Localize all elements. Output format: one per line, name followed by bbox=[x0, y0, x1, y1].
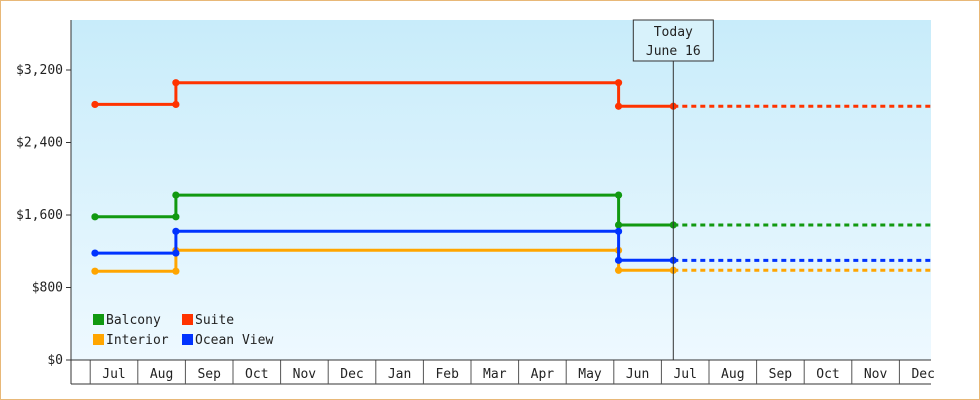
y-tick-label: $0 bbox=[47, 353, 63, 368]
x-tick-label: Aug bbox=[150, 367, 173, 382]
legend-swatch-1 bbox=[182, 314, 193, 325]
x-tick-label: Nov bbox=[293, 367, 317, 382]
today-label-line1: Today bbox=[654, 25, 693, 40]
x-tick-label: May bbox=[578, 367, 602, 382]
x-tick-label: Jul bbox=[673, 367, 696, 382]
series-point-1 bbox=[614, 79, 623, 87]
series-line-1 bbox=[95, 81, 674, 108]
series-point-0 bbox=[172, 213, 180, 221]
x-tick-label: Apr bbox=[531, 367, 555, 382]
series-point-2 bbox=[614, 266, 623, 274]
series-point-2 bbox=[91, 267, 99, 275]
series-line-3 bbox=[95, 229, 674, 262]
x-tick-label: Mar bbox=[483, 367, 507, 382]
x-tick-label: Nov bbox=[864, 367, 888, 382]
y-tick-label: $3,200 bbox=[16, 63, 63, 78]
x-tick-label: Aug bbox=[721, 367, 744, 382]
series-point-0 bbox=[614, 221, 623, 229]
series-point-3 bbox=[614, 256, 623, 264]
legend-swatch-3 bbox=[182, 334, 193, 345]
x-tick-label: Sep bbox=[769, 367, 793, 382]
series-point-2 bbox=[172, 267, 180, 275]
today-label-line2: June 16 bbox=[646, 44, 701, 59]
y-tick-label: $2,400 bbox=[16, 136, 63, 151]
legend-swatch-2 bbox=[93, 334, 104, 345]
series-line-2 bbox=[95, 248, 674, 273]
x-tick-label: Jul bbox=[102, 367, 125, 382]
series-point-1 bbox=[614, 102, 623, 110]
series-point-0 bbox=[614, 191, 623, 199]
series-point-3 bbox=[172, 227, 180, 235]
legend-swatch-0 bbox=[93, 314, 104, 325]
legend-label-3: Ocean View bbox=[195, 333, 273, 348]
x-tick-label: Dec bbox=[340, 367, 363, 382]
series-point-1 bbox=[172, 100, 180, 109]
x-tick-label: Jan bbox=[388, 367, 411, 382]
series-point-1 bbox=[172, 79, 180, 87]
y-tick-label: $800 bbox=[32, 281, 63, 296]
y-tick-label: $1,600 bbox=[16, 208, 63, 223]
series-point-3 bbox=[614, 227, 623, 235]
plot-background bbox=[71, 20, 931, 360]
series-point-3 bbox=[91, 249, 99, 257]
x-tick-label: Feb bbox=[435, 367, 459, 382]
legend-label-2: Interior bbox=[106, 333, 169, 348]
series-point-0 bbox=[91, 213, 99, 221]
today-label-box bbox=[632, 19, 714, 62]
legend-label-1: Suite bbox=[195, 313, 234, 328]
x-tick-label: Oct bbox=[816, 367, 839, 382]
x-tick-label: Dec bbox=[911, 367, 934, 382]
x-tick-label: Sep bbox=[197, 367, 221, 382]
series-line-0 bbox=[95, 193, 674, 227]
series-point-0 bbox=[172, 191, 180, 199]
x-tick-label: Oct bbox=[245, 367, 268, 382]
x-tick-label: Jun bbox=[626, 367, 649, 382]
series-point-3 bbox=[172, 249, 180, 257]
legend-label-0: Balcony bbox=[106, 313, 161, 328]
series-point-1 bbox=[91, 100, 99, 109]
